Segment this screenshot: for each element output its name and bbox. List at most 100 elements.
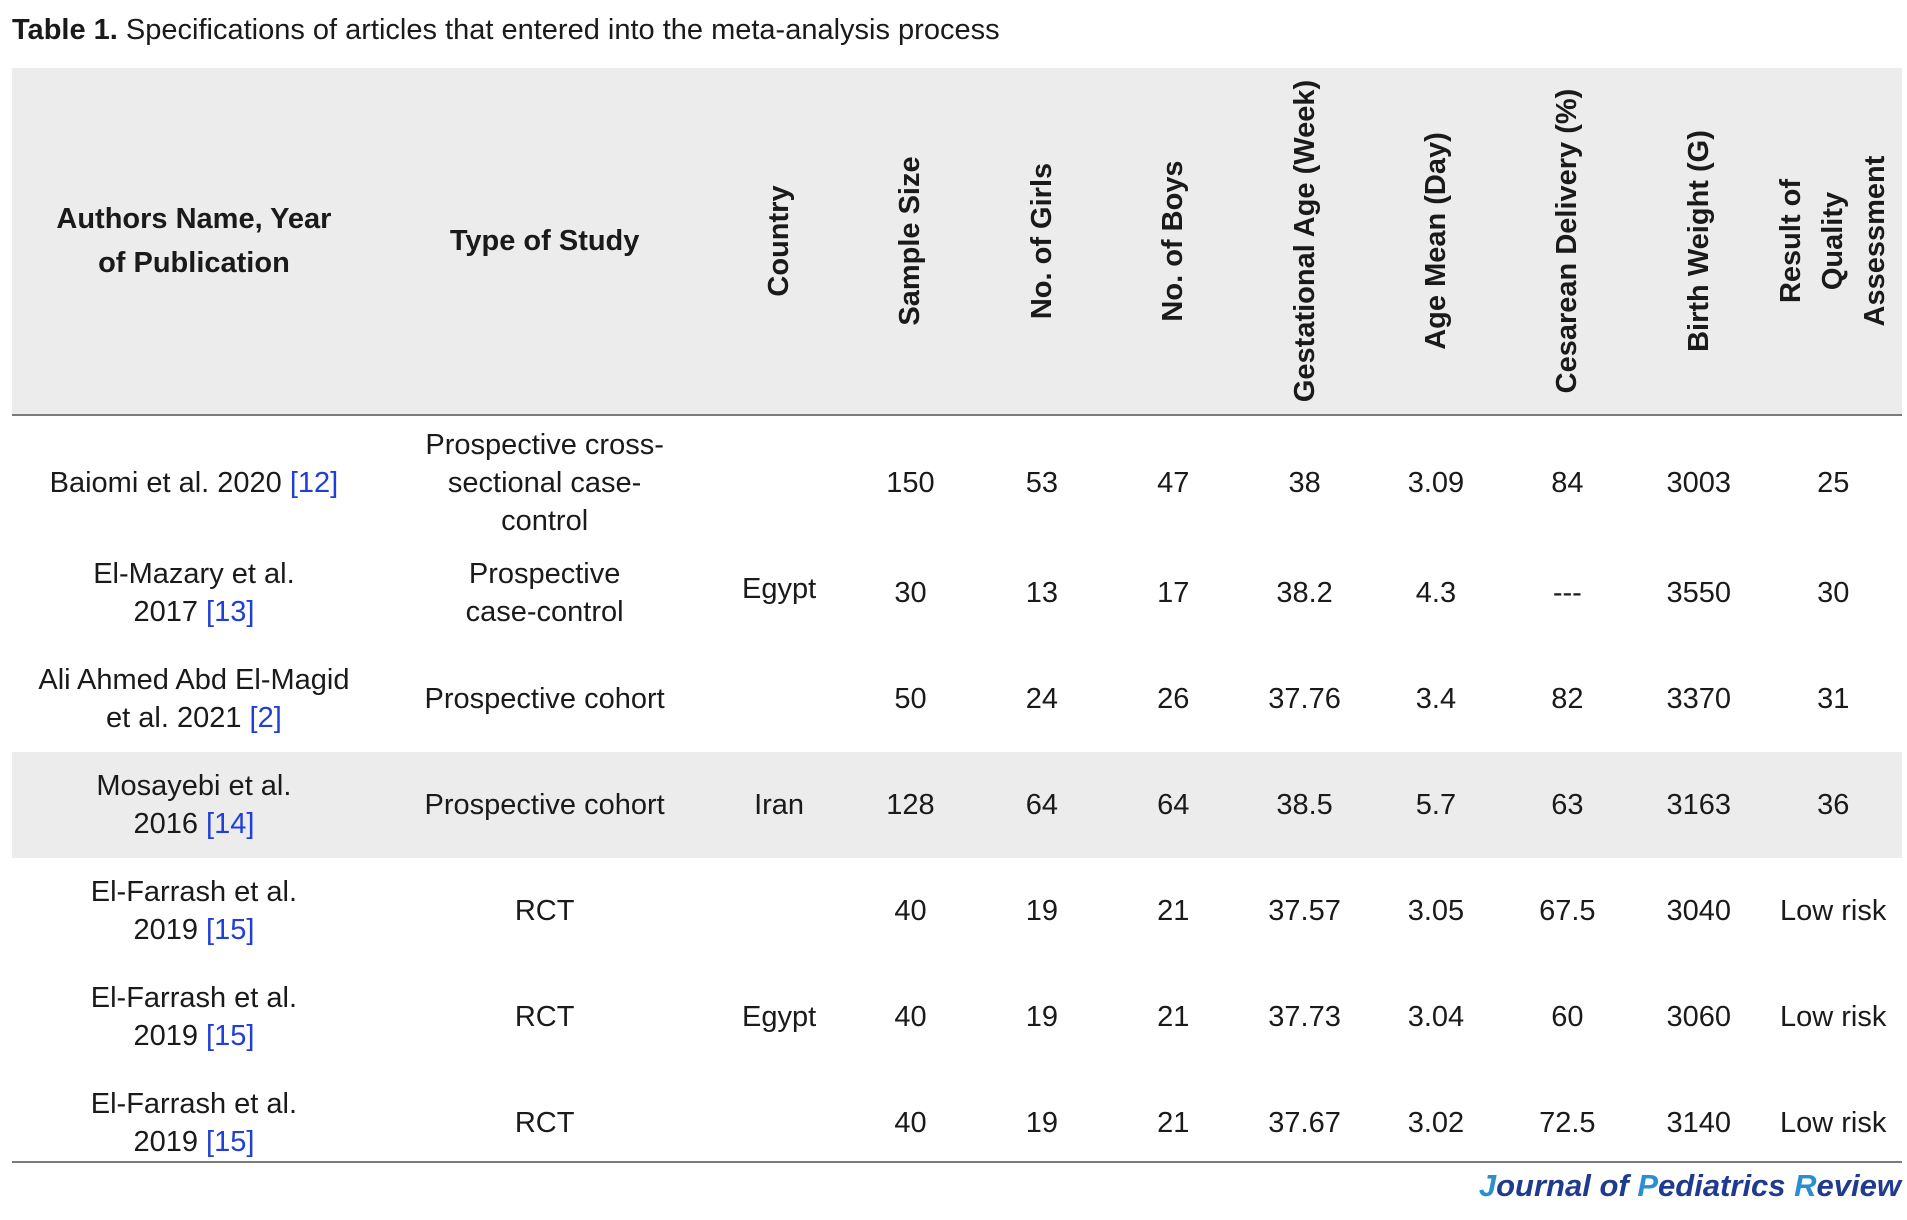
cell-type: Prospective cross-sectional case-control: [425, 429, 664, 537]
cell-boys: 64: [1107, 752, 1239, 858]
cell-weight: 3040: [1666, 895, 1731, 927]
cell-boys: 21: [1157, 1107, 1190, 1139]
table-caption-text: Specifications of articles that entered …: [125, 14, 1000, 46]
cell-boys: 21: [1157, 895, 1190, 927]
data-table: Authors Name, Year of Publication Type o…: [12, 68, 1902, 1176]
cell-author: El-Mazary et al. 2017 [13]: [93, 558, 295, 628]
cell-age: 5.7: [1370, 752, 1502, 858]
cell-country: Egypt: [742, 573, 817, 605]
cell-quality: Low risk: [1780, 895, 1887, 927]
cell-boys: 17: [1157, 577, 1190, 609]
citation-link[interactable]: [14]: [206, 808, 255, 840]
header-row: Authors Name, Year of Publication Type o…: [12, 68, 1902, 415]
citation-link[interactable]: [12]: [289, 467, 339, 499]
cell-author: El-Farrash et al. 2019 [15]: [90, 1088, 298, 1158]
table-row: Ali Ahmed Abd El-Magid et al. 2021 [2] P…: [12, 646, 1902, 752]
journal-name: Journal of Pediatrics Review: [1478, 1168, 1901, 1203]
cell-quality: Low risk: [1780, 1001, 1887, 1033]
cell-girls: 24: [1025, 683, 1058, 715]
cell-cesarean: 63: [1501, 752, 1634, 858]
table-row: El-Farrash et al. 2019 [15] RCT Egypt 40…: [12, 858, 1902, 1033]
header-sample-size: Sample Size: [844, 68, 977, 415]
cell-age: 4.3: [1415, 577, 1457, 609]
cell-author: El-Farrash et al. 2019 [15]: [90, 982, 298, 1052]
cell-cesarean: 60: [1551, 1001, 1584, 1033]
cell-weight: 3163: [1633, 752, 1765, 858]
cell-girls: 53: [1025, 467, 1058, 499]
cell-sample: 40: [894, 1001, 927, 1033]
header-quality: Result of Quality Assessment: [1764, 68, 1902, 415]
cell-sample: 40: [894, 1107, 927, 1139]
cell-girls: 64: [976, 752, 1108, 858]
cell-type: Prospective cohort: [424, 683, 665, 715]
cell-type: RCT: [514, 895, 575, 927]
cell-sample: 40: [894, 895, 927, 927]
cell-age: 3.02: [1407, 1107, 1465, 1139]
cell-age: 3.05: [1407, 895, 1465, 927]
header-boys: No. of Boys: [1107, 68, 1239, 415]
table-label: Table 1.: [12, 14, 118, 46]
header-age-mean: Age Mean (Day): [1370, 68, 1502, 415]
cell-age: 3.09: [1407, 467, 1465, 499]
header-birth-weight: Birth Weight (G): [1633, 68, 1765, 415]
header-gestational-age: Gestational Age (Week): [1238, 68, 1371, 415]
cell-type: RCT: [514, 1001, 575, 1033]
cell-girls: 13: [1025, 577, 1058, 609]
header-country: Country: [713, 68, 845, 415]
header-gap: [12, 414, 1902, 426]
citation-link[interactable]: [15]: [206, 1126, 255, 1158]
cell-sample: 128: [844, 752, 977, 858]
cell-weight: 3370: [1666, 683, 1731, 715]
cell-age: 3.04: [1407, 1001, 1465, 1033]
cell-cesarean: 84: [1551, 467, 1584, 499]
cell-ga: 38: [1288, 467, 1321, 499]
cell-boys: 47: [1157, 467, 1190, 499]
table-row: El-Farrash et al. 2019 [15] RCT 40 19 21…: [12, 964, 1902, 1070]
cell-type: Prospective case-control: [465, 558, 624, 628]
header-girls: No. of Girls: [976, 68, 1108, 415]
cell-ga: 37.73: [1268, 1001, 1341, 1033]
header-type: Type of Study: [375, 68, 714, 415]
cell-author: Baiomi et al. 2020 [12]: [49, 467, 339, 499]
cell-ga: 37.57: [1268, 895, 1341, 927]
cell-ga: 37.67: [1268, 1107, 1341, 1139]
cell-sample: 150: [886, 467, 935, 499]
cell-cesarean: 72.5: [1539, 1107, 1596, 1139]
cell-weight: 3550: [1666, 577, 1731, 609]
cell-quality: 30: [1817, 577, 1850, 609]
table-caption: Table 1. Specifications of articles that…: [12, 10, 1000, 50]
cell-country: Egypt: [742, 1001, 817, 1033]
cell-sample: 50: [894, 683, 927, 715]
citation-link[interactable]: [2]: [249, 702, 282, 734]
cell-quality: 25: [1817, 467, 1850, 499]
cell-boys: 26: [1157, 683, 1190, 715]
cell-weight: 3140: [1666, 1107, 1731, 1139]
cell-cesarean: ---: [1552, 577, 1582, 609]
cell-girls: 19: [1025, 895, 1058, 927]
cell-cesarean: 67.5: [1539, 895, 1596, 927]
citation-link[interactable]: [13]: [206, 596, 255, 628]
cell-quality: Low risk: [1780, 1107, 1887, 1139]
header-cesarean: Cesarean Delivery (%): [1501, 68, 1634, 415]
table-row: El-Mazary et al. 2017 [13] Prospective c…: [12, 540, 1902, 646]
citation-link[interactable]: [15]: [206, 914, 255, 946]
cell-girls: 19: [1025, 1001, 1058, 1033]
table-row: El-Farrash et al. 2019 [15] RCT 40 19 21…: [12, 1070, 1902, 1176]
cell-weight: 3003: [1666, 467, 1731, 499]
cell-type: RCT: [514, 1107, 575, 1139]
cell-cesarean: 82: [1551, 683, 1584, 715]
cell-girls: 19: [1025, 1107, 1058, 1139]
cell-age: 3.4: [1415, 683, 1457, 715]
cell-quality: 31: [1817, 683, 1850, 715]
table-row: Mosayebi et al. 2016 [14] Prospective co…: [12, 752, 1902, 858]
citation-link[interactable]: [15]: [206, 1020, 255, 1052]
bottom-rule: [12, 1161, 1902, 1163]
table-row: Baiomi et al. 2020 [12] Prospective cros…: [12, 426, 1902, 605]
cell-ga: 38.5: [1238, 752, 1371, 858]
table-container: Authors Name, Year of Publication Type o…: [12, 68, 1902, 1176]
header-author: Authors Name, Year of Publication: [12, 68, 376, 415]
cell-country: Iran: [713, 752, 845, 858]
cell-weight: 3060: [1666, 1001, 1731, 1033]
cell-author: El-Farrash et al. 2019 [15]: [90, 876, 298, 946]
cell-sample: 30: [894, 577, 927, 609]
